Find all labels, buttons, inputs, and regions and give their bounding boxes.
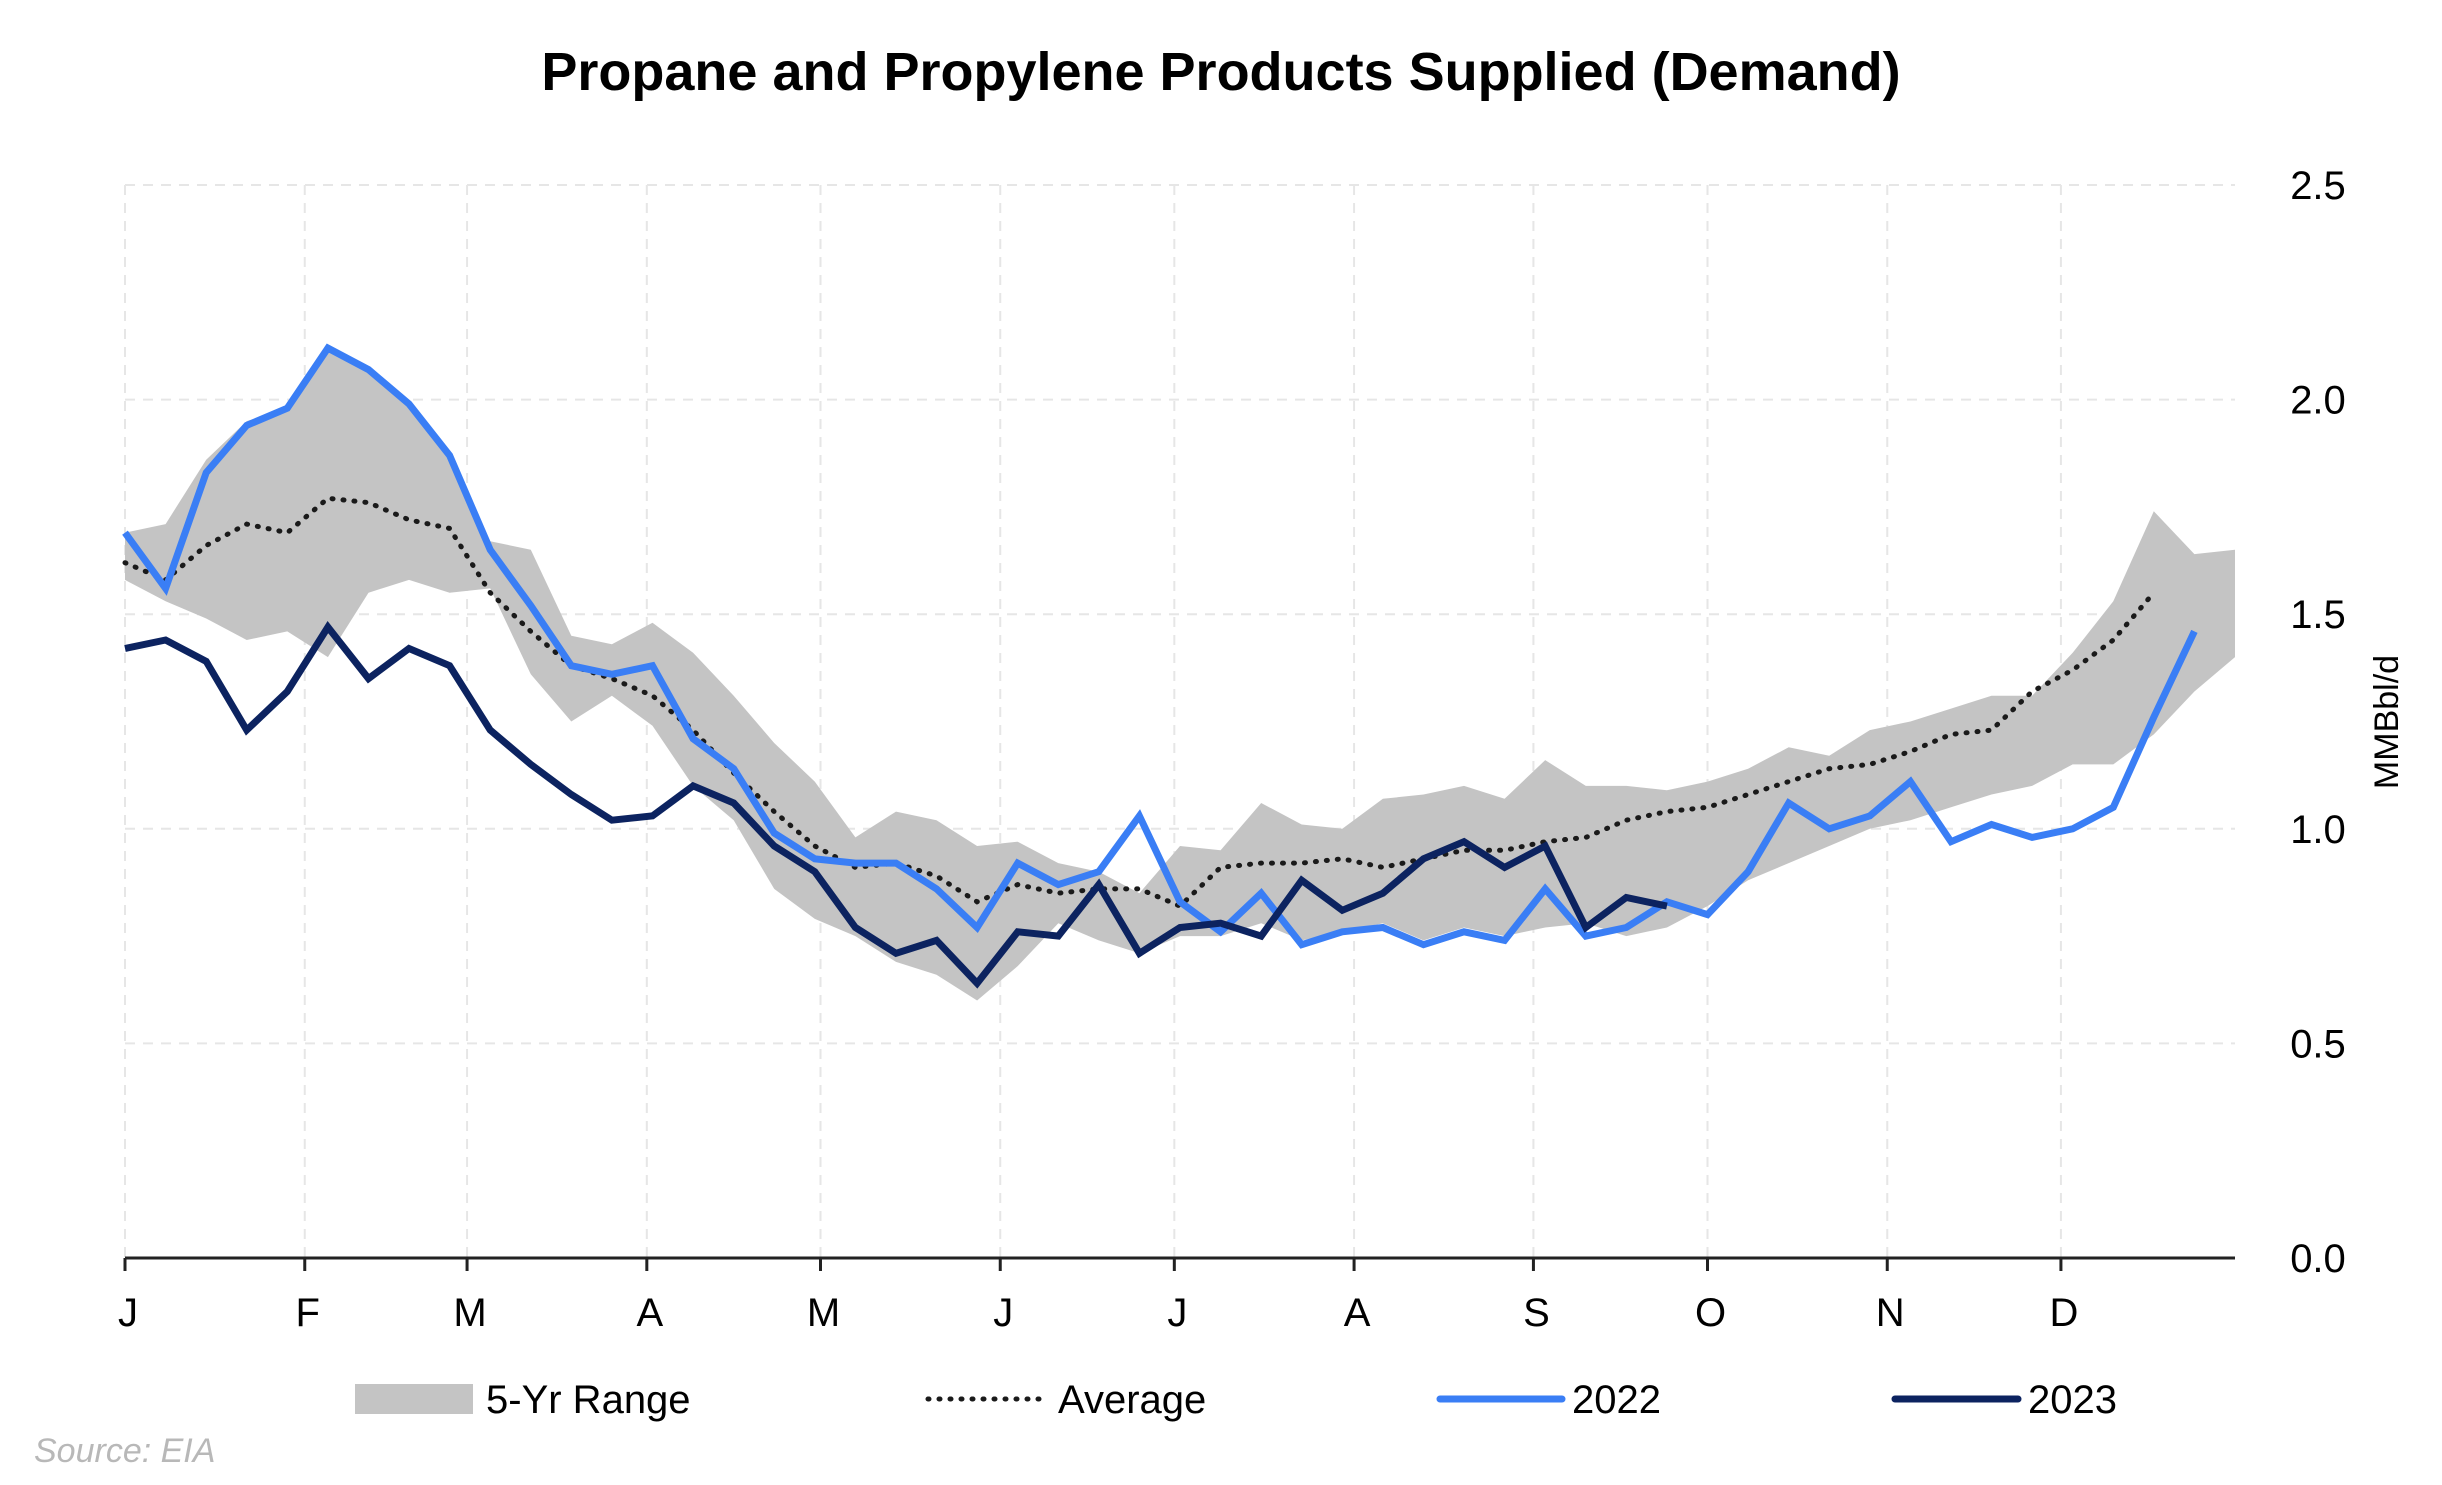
x-tick-label: A — [1344, 1291, 1371, 1335]
x-tick-label: J — [118, 1291, 138, 1335]
range-band-layer — [125, 348, 2235, 1001]
y-tick-label: 1.5 — [2290, 593, 2346, 637]
chart-title: Propane and Propylene Products Supplied … — [541, 42, 1900, 102]
series-2023-line — [124, 621, 1668, 989]
y-tick-label: 0.5 — [2290, 1022, 2346, 1066]
axes: 0.0 0.5 1.0 1.5 2.0 2.5 J F M A M J J A S O N D — [118, 164, 2346, 1335]
legend-range-label: 5-Yr Range — [486, 1378, 691, 1422]
y-tick-label: 0.0 — [2290, 1237, 2346, 1281]
range-band — [125, 348, 2235, 1001]
x-tick-label: M — [807, 1291, 840, 1335]
x-tick-label: D — [2049, 1291, 2078, 1335]
legend-2022-label: 2022 — [1572, 1378, 1661, 1422]
x-tick-label: N — [1876, 1291, 1905, 1335]
average-line — [122, 495, 2157, 910]
y-tick-label: 2.0 — [2290, 379, 2346, 423]
legend-average-label: Average — [1058, 1378, 1206, 1422]
x-tick-label: J — [993, 1291, 1013, 1335]
series-2022-line — [122, 343, 2198, 949]
x-tick-label: J — [1167, 1291, 1187, 1335]
y-tick-label: 1.0 — [2290, 808, 2346, 852]
x-tick-label: M — [453, 1291, 486, 1335]
y-axis-label: MMBbl/d — [2368, 655, 2406, 789]
legend-range-swatch — [355, 1384, 473, 1414]
source-note: Source: EIA — [34, 1432, 215, 1470]
x-tick-label: F — [296, 1291, 320, 1335]
y-tick-label: 2.5 — [2290, 164, 2346, 208]
x-tick-label: A — [636, 1291, 663, 1335]
series-lines-layer — [122, 343, 2198, 989]
x-tick-label: O — [1695, 1291, 1726, 1335]
legend-2023-label: 2023 — [2028, 1378, 2117, 1422]
legend: 5-Yr Range Average 2022 2023 — [355, 1378, 2117, 1422]
grid — [124, 184, 2235, 1258]
x-tick-label: S — [1523, 1291, 1550, 1335]
